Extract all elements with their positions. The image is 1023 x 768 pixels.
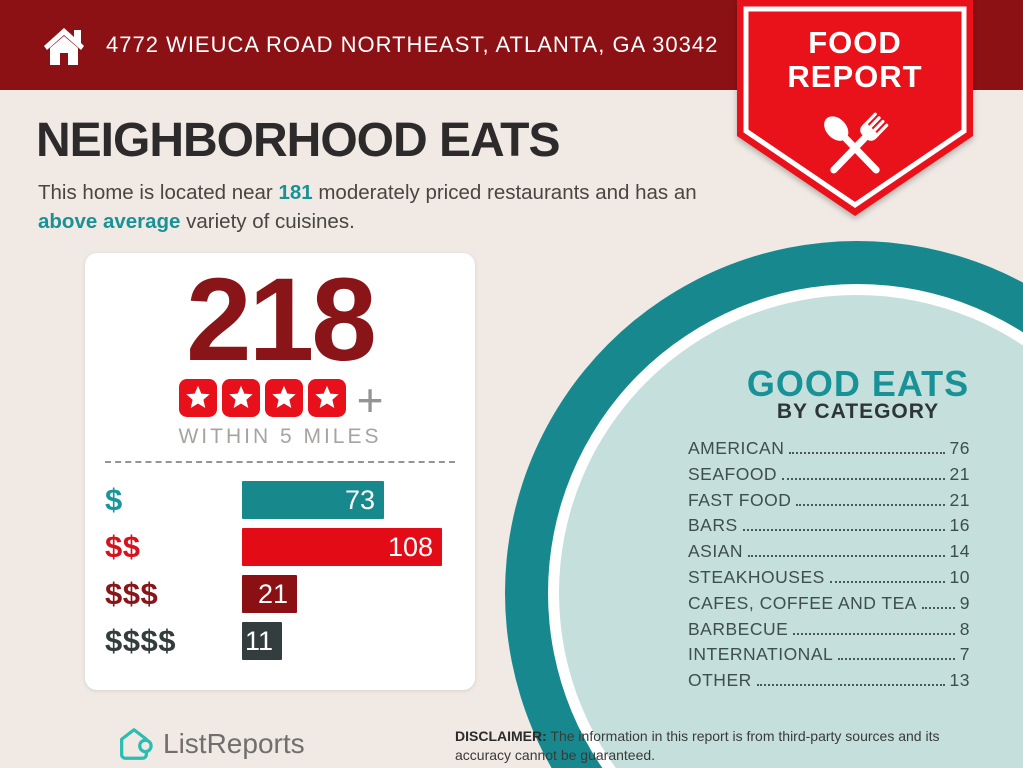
dotted-leader bbox=[793, 632, 955, 635]
price-level-label: $$$ bbox=[105, 576, 159, 611]
intro-text: This home is located near 181 moderately… bbox=[38, 178, 698, 236]
category-count: 8 bbox=[959, 618, 970, 639]
bar-fill: 108 bbox=[242, 528, 442, 566]
dotted-leader bbox=[756, 684, 945, 687]
intro-text-part3: variety of cuisines. bbox=[180, 210, 355, 234]
price-bar-row: $$$ 21 bbox=[105, 575, 455, 613]
category-count: 21 bbox=[949, 463, 970, 484]
intro-text-part2: moderately priced restaurants and has an bbox=[312, 181, 697, 204]
category-count: 16 bbox=[949, 515, 970, 536]
ribbon-title-line1: FOOD bbox=[808, 25, 902, 60]
dotted-leader bbox=[829, 580, 945, 583]
restaurant-stats-card: 218 + WITHIN 5 MILES $73 $$ 108 $$$ 21 $$$$ 11 bbox=[85, 253, 475, 690]
dotted-leader bbox=[748, 555, 945, 558]
dashed-divider bbox=[105, 461, 455, 463]
category-row: BARS 16 bbox=[688, 515, 970, 541]
category-count: 9 bbox=[959, 592, 970, 613]
category-row: CAFES, COFFEE AND TEA 9 bbox=[688, 593, 970, 619]
dotted-leader bbox=[789, 452, 945, 454]
category-row: SEAFOOD 21 bbox=[688, 464, 970, 490]
brand-name: ListReports bbox=[163, 728, 305, 759]
property-address: 4772 WIEUCA ROAD NORTHEAST, ATLANTA, GA … bbox=[106, 32, 719, 57]
category-name: BARS bbox=[688, 515, 738, 536]
category-name: BARBECUE bbox=[688, 618, 789, 639]
category-name: INTERNATIONAL bbox=[688, 644, 834, 665]
bar-value: 73 bbox=[344, 484, 375, 515]
total-restaurants-count: 218 bbox=[186, 254, 377, 386]
category-name: ASIAN bbox=[688, 541, 744, 562]
crossed-utensils-icon bbox=[824, 112, 889, 174]
category-count: 14 bbox=[949, 541, 970, 562]
plus-sign: + bbox=[356, 374, 384, 426]
category-row: ASIAN 14 bbox=[688, 541, 970, 567]
disclaimer-text: DISCLAIMER: The information in this repo… bbox=[455, 727, 985, 765]
bar-fill: 21 bbox=[242, 575, 297, 613]
good-eats-title: GOOD EATS bbox=[746, 363, 970, 404]
category-list: AMERICAN 76 SEAFOOD 21 FAST FOOD 21 BARS 16 ASIA… bbox=[688, 438, 970, 696]
ribbon-inner-border bbox=[743, 6, 967, 209]
star-icon bbox=[263, 378, 306, 422]
home-icon bbox=[44, 28, 84, 65]
category-name: FAST FOOD bbox=[688, 489, 792, 510]
intro-text-part1: This home is located near bbox=[38, 181, 279, 204]
price-bar-row: $$ 108 bbox=[105, 528, 455, 566]
dotted-leader bbox=[782, 477, 945, 480]
dotted-leader bbox=[838, 658, 955, 661]
star-icon bbox=[220, 378, 263, 422]
restaurant-count-highlight: 181 bbox=[278, 181, 313, 204]
star-icons bbox=[177, 378, 349, 422]
category-name: OTHER bbox=[688, 670, 752, 691]
price-level-label: $$$$ bbox=[105, 623, 176, 658]
disclaimer-label: DISCLAIMER: bbox=[455, 728, 547, 744]
disclaimer-body: The information in this report is from t… bbox=[455, 728, 940, 763]
price-level-label: $$ bbox=[105, 529, 141, 564]
category-row: INTERNATIONAL 7 bbox=[688, 644, 970, 670]
price-bar-row: $73 bbox=[105, 481, 455, 519]
category-row: OTHER 13 bbox=[688, 670, 970, 696]
star-rating: + bbox=[85, 374, 475, 426]
category-count: 7 bbox=[959, 644, 970, 665]
listreports-icon bbox=[120, 728, 153, 760]
price-bar-row: $$$$ 11 bbox=[105, 622, 455, 660]
variety-highlight: above average bbox=[38, 210, 181, 234]
category-row: BARBECUE 8 bbox=[688, 619, 970, 645]
food-report-ribbon: FOOD REPORT bbox=[737, 0, 973, 216]
category-count: 13 bbox=[949, 670, 970, 691]
star-icon bbox=[177, 378, 220, 422]
category-name: AMERICAN bbox=[688, 438, 785, 458]
category-name: STEAKHOUSES bbox=[688, 566, 825, 587]
page-title: NEIGHBORHOOD EATS bbox=[36, 114, 560, 167]
bar-value: 108 bbox=[387, 531, 433, 562]
category-count: 76 bbox=[949, 438, 970, 458]
bar-value: 11 bbox=[244, 625, 273, 656]
category-row: AMERICAN 76 bbox=[688, 438, 970, 464]
category-name: SEAFOOD bbox=[688, 463, 778, 484]
price-level-bar-chart: $73 $$ 108 $$$ 21 $$$$ 11 bbox=[105, 481, 455, 669]
category-row: STEAKHOUSES 10 bbox=[688, 567, 970, 593]
dotted-leader bbox=[742, 529, 945, 532]
good-eats-subtitle: BY CATEGORY bbox=[776, 400, 940, 423]
ribbon-title-line2: REPORT bbox=[787, 59, 923, 94]
dotted-leader bbox=[796, 503, 945, 506]
dotted-leader bbox=[921, 606, 955, 609]
category-count: 21 bbox=[949, 489, 970, 510]
bar-value: 21 bbox=[257, 578, 288, 609]
brand-logo: ListReports bbox=[115, 725, 305, 763]
category-name: CAFES, COFFEE AND TEA bbox=[688, 592, 917, 613]
category-count: 10 bbox=[949, 566, 970, 587]
bar-fill: 11 bbox=[242, 622, 282, 660]
price-level-label: $ bbox=[105, 482, 123, 517]
radius-label: WITHIN 5 MILES bbox=[178, 425, 382, 448]
good-eats-circle bbox=[505, 241, 1023, 768]
star-icon bbox=[306, 378, 349, 422]
bar-fill: 73 bbox=[242, 481, 384, 519]
category-row: FAST FOOD 21 bbox=[688, 490, 970, 516]
